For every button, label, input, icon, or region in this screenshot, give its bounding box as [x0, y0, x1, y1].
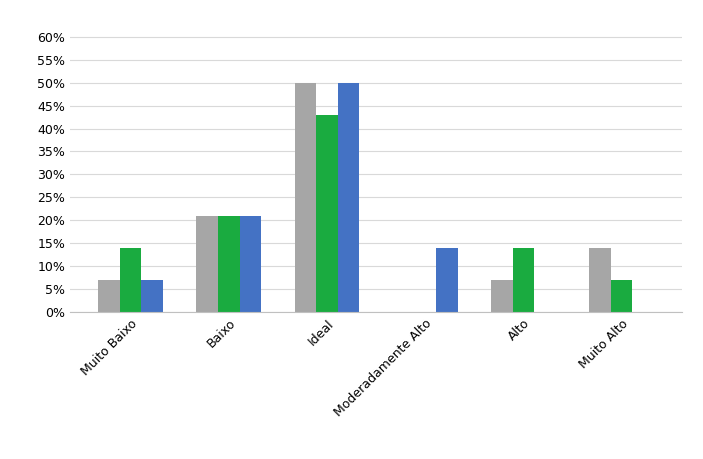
Bar: [120, 248, 141, 312]
Bar: [295, 83, 316, 312]
Bar: [240, 216, 262, 312]
Bar: [316, 115, 338, 312]
Bar: [98, 280, 120, 312]
Bar: [141, 280, 163, 312]
Bar: [218, 216, 240, 312]
Bar: [589, 248, 611, 312]
Bar: [611, 280, 633, 312]
Bar: [512, 248, 534, 312]
Bar: [196, 216, 218, 312]
Bar: [436, 248, 458, 312]
Bar: [338, 83, 359, 312]
Bar: [491, 280, 512, 312]
